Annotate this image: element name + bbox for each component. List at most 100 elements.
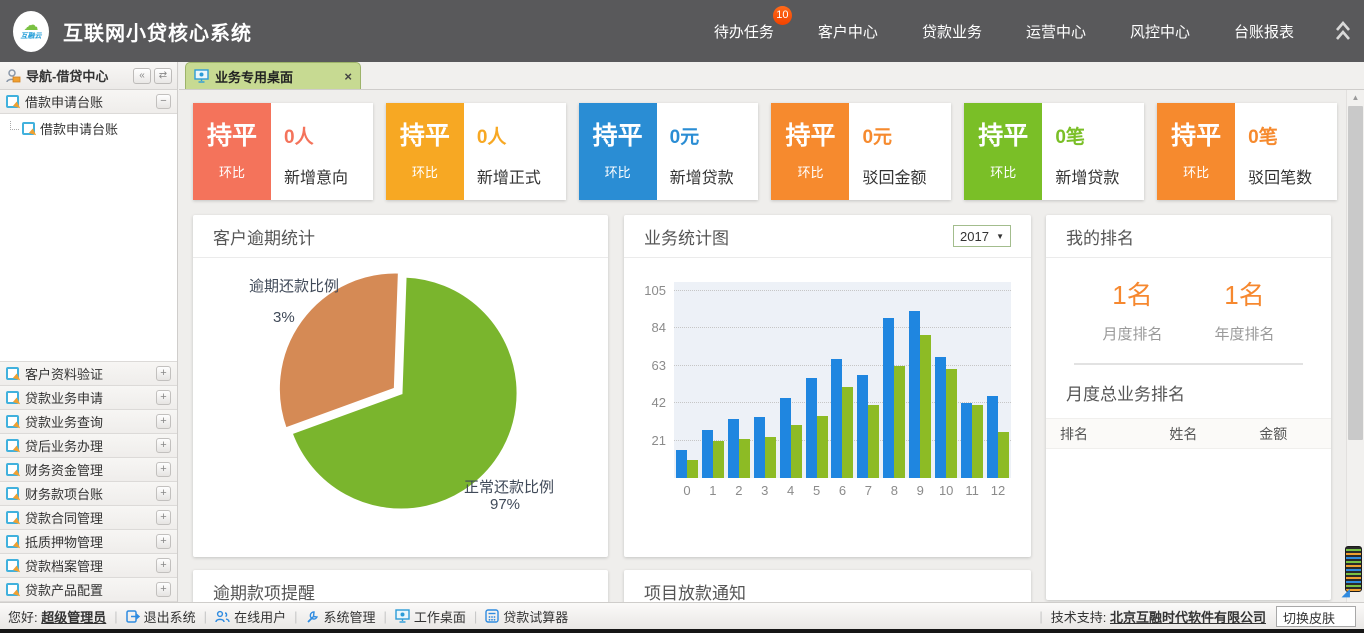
sidebar-panel-collateral-manage[interactable]: 抵质押物管理 + <box>0 530 177 554</box>
sidebar-panel-loan-business-query[interactable]: 贷款业务查询 + <box>0 410 177 434</box>
bar-group <box>701 429 724 478</box>
stat-card: 持平 环比 0元 驳回金额 <box>771 103 952 200</box>
nav-item-loan-business[interactable]: 贷款业务 <box>921 23 982 41</box>
y-tick-label: 63 <box>651 357 666 373</box>
sidebar-panel-finance-payment-ledger[interactable]: 财务款项台账 + <box>0 482 177 506</box>
tab-business-desktop[interactable]: 业务专用桌面 × <box>185 62 361 89</box>
nav-item-operation-center[interactable]: 运营中心 <box>1025 23 1086 41</box>
tab-close-icon[interactable]: × <box>344 68 352 84</box>
nav-item-customer-center[interactable]: 客户中心 <box>817 23 878 41</box>
monitor-icon <box>194 69 209 83</box>
sidebar-panel-loan-contract-manage[interactable]: 贷款合同管理 + <box>0 506 177 530</box>
overdue-payment-reminder-panel: 逾期款项提醒 <box>193 570 608 602</box>
expand-plus-button[interactable]: + <box>156 534 171 549</box>
bar-group <box>675 449 698 478</box>
y-tick-label: 42 <box>651 395 666 411</box>
column-header-amount: 金额 <box>1259 425 1288 442</box>
customer-overdue-stats-panel: 客户逾期统计 逾期还款比例 3% 正常还款比例 97% <box>193 215 608 557</box>
x-tick-label: 12 <box>990 483 1006 498</box>
stat-label: 新增意向 <box>284 170 349 187</box>
my-ranking-panel: 我的排名 1名 月度排名 1名 年度排名 月度总业务排名 排名 姓名 金额 <box>1046 215 1331 600</box>
greeting-prefix: 您好: <box>8 609 38 625</box>
panel-title: 我的排名 <box>1066 228 1134 248</box>
document-icon <box>6 391 19 404</box>
x-tick-label: 2 <box>735 483 743 498</box>
support-company-link[interactable]: 北京互融时代软件有限公司 <box>1109 609 1266 625</box>
sidebar-panel-loan-product-config[interactable]: 贷款产品配置 + <box>0 578 177 602</box>
bar-group <box>883 317 906 478</box>
work-desktop-link[interactable]: 工作桌面 <box>395 607 466 626</box>
expand-plus-button[interactable]: + <box>156 558 171 573</box>
app-title: 互联网小贷核心系统 <box>63 22 252 45</box>
vertical-scrollbar[interactable]: ▲ <box>1346 90 1364 602</box>
bar-chart: 21 42 63 84 105 0 1 2 3 4 5 6 7 8 9 10 11 12 <box>630 282 1017 498</box>
bar-green <box>972 404 984 478</box>
expand-plus-button[interactable]: + <box>156 438 171 453</box>
expand-plus-button[interactable]: + <box>156 486 171 501</box>
expand-plus-button[interactable]: + <box>156 510 171 525</box>
skin-arrow-icon: ◢ <box>1341 587 1350 599</box>
gridline <box>674 327 1011 329</box>
bar-blue <box>805 378 817 478</box>
sidebar-panel-finance-fund-manage[interactable]: 财务资金管理 + <box>0 458 177 482</box>
switch-skin-button[interactable]: 切换皮肤 <box>1276 605 1356 627</box>
document-icon <box>6 535 19 548</box>
sidebar-panel-loan-archive-manage[interactable]: 贷款档案管理 + <box>0 554 177 578</box>
nav-item-ledger-reports[interactable]: 台账报表 <box>1233 23 1294 41</box>
stat-card: 持平 环比 0笔 驳回笔数 <box>1157 103 1337 200</box>
navigator-person-icon <box>6 68 21 82</box>
column-header-rank: 排名 <box>1060 425 1088 442</box>
expand-plus-button[interactable]: + <box>156 366 171 381</box>
bar-green <box>998 431 1010 478</box>
expand-plus-button[interactable]: + <box>156 390 171 405</box>
document-icon <box>6 583 19 596</box>
collapse-minus-button[interactable]: − <box>156 94 171 109</box>
bar-green <box>686 460 698 478</box>
bar-group <box>805 378 828 478</box>
skin-preview-palette[interactable] <box>1345 546 1362 592</box>
expand-plus-button[interactable]: + <box>156 462 171 477</box>
expand-plus-button[interactable]: + <box>156 414 171 429</box>
bar-green <box>920 335 932 478</box>
current-user-link[interactable]: 超级管理员 <box>41 609 107 625</box>
sidebar-refresh-button[interactable]: ⇄ <box>154 67 172 84</box>
scroll-up-arrow-icon[interactable]: ▲ <box>1351 93 1360 102</box>
stat-trend-box: 持平 环比 <box>964 103 1043 200</box>
year-select[interactable]: 2017 ▼ <box>953 225 1011 247</box>
tree-item-loan-application-ledger[interactable]: 借款申请台账 <box>6 119 177 138</box>
header-collapse-chevrons-icon[interactable] <box>1332 18 1354 44</box>
bar-blue <box>987 396 999 478</box>
loan-calculator-link[interactable]: 贷款试算器 <box>485 607 568 626</box>
support-prefix: 技术支持: <box>1050 609 1107 625</box>
document-icon <box>6 487 19 500</box>
bar-green <box>894 365 906 478</box>
scrollbar-thumb[interactable] <box>1348 106 1363 440</box>
nav-item-risk-control-center[interactable]: 风控中心 <box>1129 23 1190 41</box>
stat-label: 驳回笔数 <box>1248 170 1313 187</box>
bar-blue <box>961 403 973 478</box>
nav-item-todo-tasks[interactable]: 待办任务 10 <box>714 5 792 42</box>
project-disbursement-notice-panel: 项目放款通知 <box>624 570 1031 602</box>
yearly-rank-value: 1名 <box>1224 280 1265 310</box>
bar-group <box>779 397 802 478</box>
bar-group <box>831 358 854 478</box>
document-icon <box>6 367 19 380</box>
cloud-logo-icon: ☁ <box>23 17 39 34</box>
stat-value: 0笔 <box>1248 127 1278 148</box>
system-manage-link[interactable]: 系统管理 <box>305 607 375 626</box>
pie-label-overdue: 逾期还款比例 <box>249 278 340 295</box>
expand-plus-button[interactable]: + <box>156 582 171 597</box>
online-users-link[interactable]: 在线用户 <box>215 607 286 626</box>
logout-link[interactable]: 退出系统 <box>125 607 196 626</box>
document-icon <box>6 511 19 524</box>
monitor-icon <box>395 609 410 623</box>
pie-slice-normal <box>289 274 520 512</box>
sidebar-collapse-button[interactable]: « <box>133 67 151 84</box>
panel-title: 客户逾期统计 <box>213 228 315 248</box>
bar-group <box>909 310 932 478</box>
column-header-name: 姓名 <box>1169 425 1198 442</box>
sidebar-panel-post-loan-handle[interactable]: 贷后业务办理 + <box>0 434 177 458</box>
sidebar-panel-loan-application-ledger[interactable]: 借款申请台账 − <box>0 90 177 114</box>
sidebar-panel-loan-business-apply[interactable]: 贷款业务申请 + <box>0 386 177 410</box>
sidebar-panel-customer-data-verify[interactable]: 客户资料验证 + <box>0 362 177 386</box>
